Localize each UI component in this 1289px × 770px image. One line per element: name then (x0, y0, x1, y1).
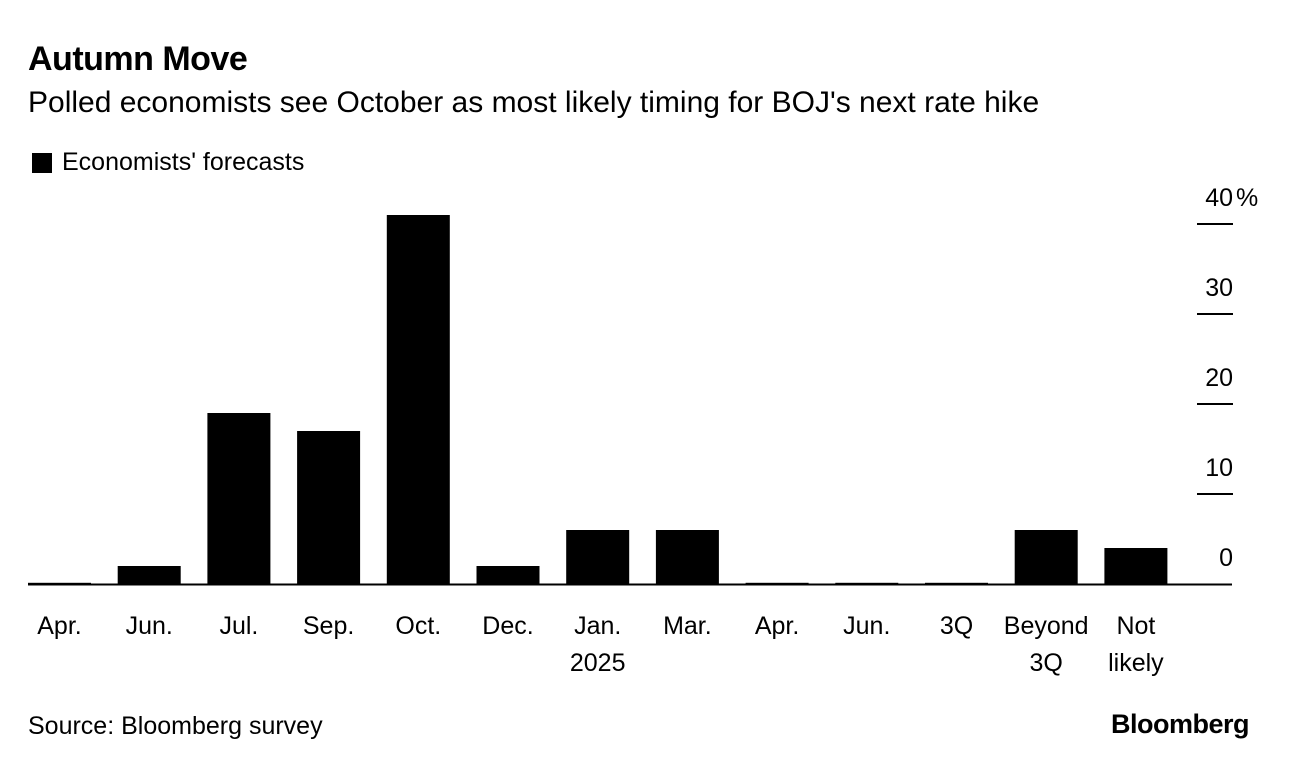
x-tick-label: Sep. (303, 612, 354, 640)
x-tick-label: Not likely (1108, 612, 1164, 677)
bar-jan-2025 (566, 530, 630, 584)
bar-jul (207, 413, 271, 584)
bar-dec (476, 566, 540, 584)
source-note: Source: Bloomberg survey (28, 712, 323, 740)
legend-label: Economists' forecasts (62, 148, 305, 176)
y-tick-label-20: 20 (1205, 364, 1233, 392)
x-tick-label: Jul. (219, 612, 258, 640)
y-tick-label-30: 30 (1205, 274, 1233, 302)
y-tick-label-40: 40 (1205, 184, 1233, 212)
x-tick-label: Oct. (395, 612, 441, 640)
legend: Economists' forecasts (32, 148, 304, 177)
bar-apr (745, 582, 809, 584)
bloomberg-logo: Bloomberg (1110, 709, 1250, 739)
x-tick-label: Apr. (37, 612, 81, 640)
y-tick-label-0: 0 (1219, 544, 1233, 572)
x-tick-label: Apr. (755, 612, 799, 640)
x-tick-label: 3Q (940, 612, 973, 640)
x-tick-label: Jun. (843, 612, 890, 640)
bar-mar (655, 530, 719, 584)
chart-title: Autumn Move (28, 40, 248, 78)
bars-group (28, 215, 1168, 584)
bar-not-likely (1104, 548, 1168, 584)
y-axis: 0 10 20 30 40% (1197, 184, 1258, 572)
legend-swatch (32, 152, 52, 173)
bar-jun (117, 566, 181, 584)
bar-sep (297, 431, 361, 584)
x-tick-label: Jun. (126, 612, 173, 640)
bar-chart: 0 10 20 30 40% Apr. Jun. Jul. Sep. Oct. Dec. Jan. 2… (28, 184, 1258, 677)
bar-3q (925, 582, 988, 584)
bar-jun (835, 582, 899, 584)
x-tick-label: Mar. (663, 612, 712, 640)
chart-subtitle: Polled economists see October as most li… (28, 86, 1040, 119)
x-tick-label: Beyond 3Q (1004, 612, 1089, 677)
bar-apr (28, 582, 91, 584)
x-axis-labels: Apr. Jun. Jul. Sep. Oct. Dec. Jan. 2025 Mar. Apr.… (37, 612, 1164, 677)
x-tick-label: Dec. (482, 612, 533, 640)
y-unit-label: % (1236, 184, 1258, 212)
y-tick-label-10: 10 (1205, 454, 1233, 482)
bar-oct (386, 215, 450, 584)
bar-beyond-3q (1014, 530, 1078, 584)
x-tick-label: Jan. 2025 (570, 612, 626, 677)
